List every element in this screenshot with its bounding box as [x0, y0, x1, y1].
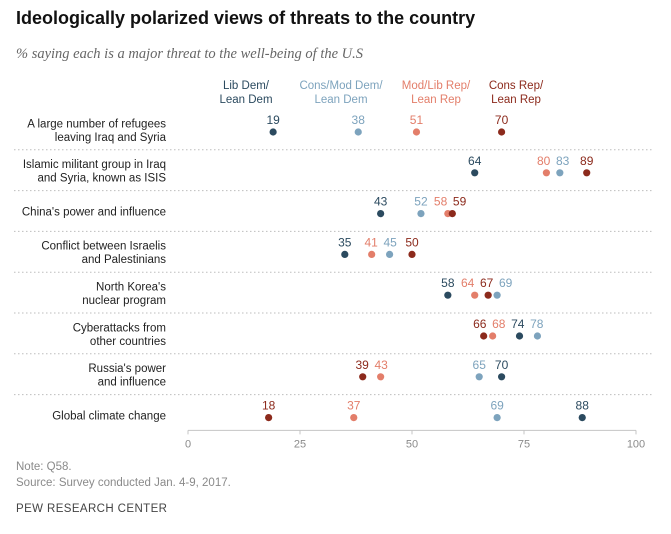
- data-label: 64: [461, 276, 475, 290]
- data-point: [341, 250, 349, 258]
- data-point: [556, 169, 564, 177]
- data-label: 68: [492, 317, 506, 331]
- data-point: [484, 291, 492, 299]
- data-point: [493, 291, 501, 299]
- data-label: 37: [347, 399, 361, 413]
- row-label: Russia's power: [88, 363, 166, 375]
- row-label: and Palestinians: [82, 254, 167, 266]
- x-tick-label: 100: [627, 438, 645, 450]
- data-point: [471, 169, 479, 177]
- data-point: [498, 373, 506, 381]
- source-text: Source: Survey conducted Jan. 4-9, 2017.: [16, 477, 231, 489]
- data-point: [533, 332, 542, 340]
- data-label: 58: [441, 276, 455, 290]
- data-point: [265, 414, 273, 422]
- row-label: Conflict between Israelis: [41, 241, 166, 253]
- data-point: [515, 332, 524, 340]
- data-point: [377, 210, 385, 218]
- data-label: 35: [338, 235, 352, 249]
- data-label: 41: [364, 235, 378, 249]
- chart-subtitle: % saying each is a major threat to the w…: [16, 46, 364, 62]
- x-tick-label: 25: [294, 438, 306, 450]
- data-label: 18: [262, 399, 276, 413]
- data-point: [359, 373, 367, 381]
- data-label: 89: [580, 154, 594, 168]
- data-point: [269, 128, 277, 136]
- legend-entry: Cons/Mod Dem/Lean Dem: [299, 80, 383, 106]
- data-label: 43: [375, 358, 389, 372]
- note-text: Note: Q58.: [16, 461, 72, 473]
- data-label: 59: [453, 195, 467, 209]
- data-label: 88: [576, 399, 590, 413]
- data-label: 80: [537, 154, 551, 168]
- legend-entry: Cons Rep/Lean Rep: [489, 80, 544, 106]
- row-label: nuclear program: [82, 295, 166, 307]
- data-label: 78: [530, 317, 544, 331]
- data-point: [444, 291, 452, 299]
- data-label: 70: [495, 358, 509, 372]
- data-point: [412, 128, 421, 136]
- x-tick-label: 0: [185, 438, 191, 450]
- data-label: 58: [434, 195, 448, 209]
- data-point: [583, 169, 591, 177]
- data-label: 66: [473, 317, 487, 331]
- legend-entry: Mod/Lib Rep/Lean Rep: [402, 80, 471, 106]
- x-tick-label: 50: [406, 438, 418, 450]
- data-label: 69: [499, 276, 513, 290]
- data-label: 67: [480, 276, 494, 290]
- data-point: [471, 291, 479, 299]
- data-label: 74: [511, 317, 525, 331]
- data-label: 38: [352, 113, 366, 127]
- data-label: 43: [374, 195, 388, 209]
- data-label: 70: [495, 113, 509, 127]
- data-point: [475, 373, 483, 381]
- data-point: [498, 128, 506, 136]
- data-point: [489, 332, 497, 340]
- x-tick-label: 75: [518, 438, 530, 450]
- row-label: and Syria, known as ISIS: [38, 173, 167, 185]
- data-point: [386, 250, 394, 258]
- data-point: [417, 210, 425, 218]
- data-label: 65: [473, 358, 487, 372]
- data-point: [368, 250, 376, 258]
- chart-title: Ideologically polarized views of threats…: [16, 8, 476, 28]
- data-point: [480, 332, 488, 340]
- data-label: 52: [414, 195, 428, 209]
- row-label: Islamic militant group in Iraq: [23, 159, 166, 171]
- data-point: [448, 210, 456, 218]
- data-label: 69: [490, 399, 504, 413]
- data-point: [354, 128, 362, 136]
- data-label: 51: [410, 113, 424, 127]
- data-label: 83: [556, 154, 570, 168]
- data-point: [542, 169, 551, 177]
- row-label: Cyberattacks from: [73, 322, 166, 334]
- row-label: China's power and influence: [22, 207, 166, 219]
- legend-entry: Lib Dem/Lean Dem: [219, 80, 272, 106]
- row-label: North Korea's: [96, 281, 166, 293]
- data-label: 64: [468, 154, 482, 168]
- data-label: 39: [356, 358, 370, 372]
- row-label: leaving Iraq and Syria: [55, 132, 167, 144]
- data-point: [493, 414, 501, 422]
- row-label: A large number of refugees: [27, 118, 166, 130]
- data-label: 50: [405, 235, 419, 249]
- organization-name: PEW RESEARCH CENTER: [16, 503, 168, 515]
- row-label: and influence: [98, 377, 166, 389]
- data-label: 45: [383, 235, 397, 249]
- data-point: [408, 250, 416, 258]
- data-point: [578, 414, 586, 422]
- data-label: 19: [266, 113, 280, 127]
- row-label: Global climate change: [52, 411, 166, 423]
- data-point: [350, 414, 358, 422]
- data-point: [377, 373, 385, 381]
- row-label: other countries: [90, 336, 166, 348]
